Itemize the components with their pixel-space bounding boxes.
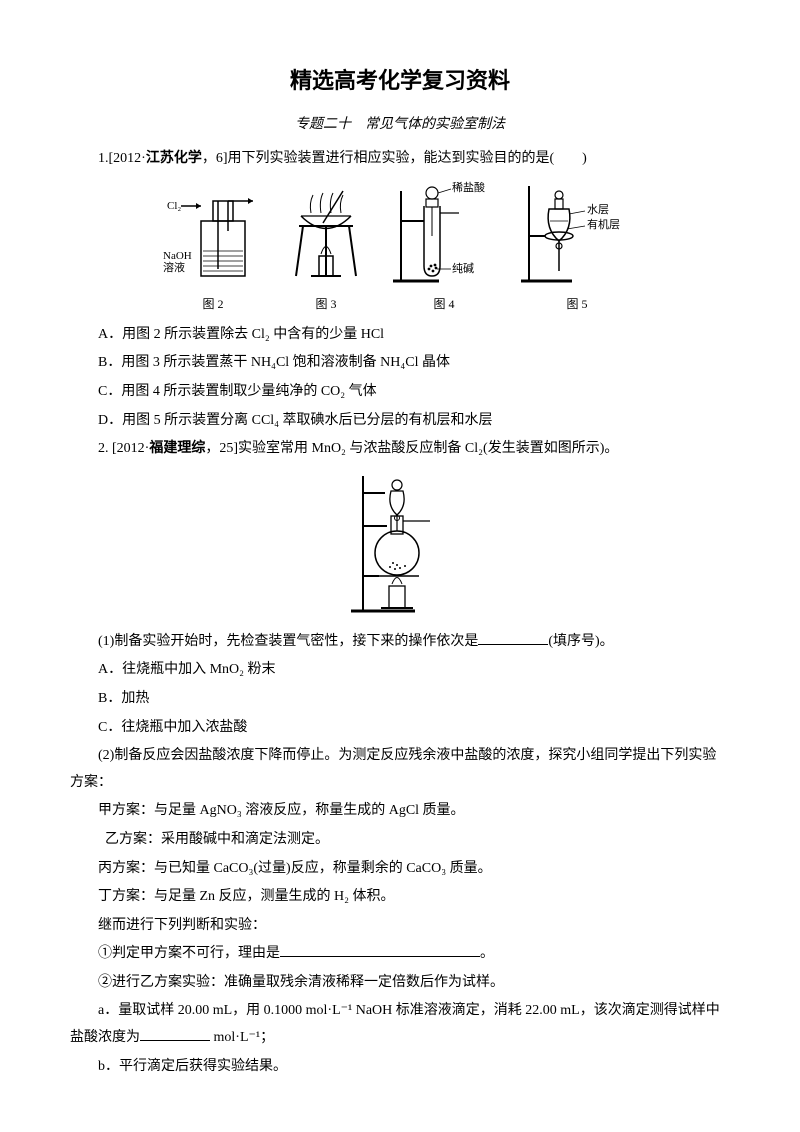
q2-cont: 继而进行下列判断和实验：	[70, 913, 730, 940]
q2-stem: 2. [2012·福建理综，25]实验室常用 MnO₂ 与浓盐酸反应制备 Cl₂…	[70, 436, 730, 463]
fig5-caption: 图 5	[566, 293, 587, 316]
q2-bing: 丙方案：与已知量 CaCO₃(过量)反应，称量剩余的 CaCO₃ 质量。	[70, 856, 730, 883]
q2-stem-post: ，25]实验室常用 MnO₂ 与浓盐酸反应制备 Cl₂(发生装置如图所示)。	[205, 441, 618, 456]
q1-stem: 1.[2012·江苏化学，6]用下列实验装置进行相应实验，能达到实验目的的是( …	[70, 146, 730, 173]
fig2-naoh-2: 溶液	[163, 260, 185, 274]
q2-p1-pre: (1)制备实验开始时，先检查装置气密性，接下来的操作依次是	[98, 634, 478, 649]
fig5-org-label: 有机层	[587, 217, 620, 231]
q2-pB: B．加热	[70, 686, 730, 713]
q2-p1-post: (填序号)。	[548, 634, 613, 649]
q2-figure	[70, 471, 730, 621]
q1-figures: Cl₂ NaOH 溶液 图 2	[70, 181, 730, 316]
figure-4: 稀盐酸 纯碱 图 4	[389, 181, 499, 316]
q1-optB: B．用图 3 所示装置蒸干 NH₄Cl 饱和溶液制备 NH₄Cl 晶体	[70, 350, 730, 377]
q2-jia: 甲方案：与足量 AgNO₃ 溶液反应，称量生成的 AgCl 质量。	[70, 798, 730, 825]
fig4-hcl-label: 稀盐酸	[452, 181, 485, 194]
fig2-naoh-1: NaOH	[163, 250, 192, 262]
q1-optA: A．用图 2 所示装置除去 Cl₂ 中含有的少量 HCl	[70, 322, 730, 349]
q2-stem-bold: 福建理综	[149, 441, 205, 456]
fig4-soda-label: 纯碱	[452, 262, 474, 275]
fig5-water-label: 水层	[587, 203, 609, 216]
q1-optD: D．用图 5 所示装置分离 CCl₄ 萃取碘水后已分层的有机层和水层	[70, 408, 730, 435]
figure-3: 图 3	[281, 181, 371, 316]
fig4-caption: 图 4	[433, 293, 454, 316]
blank-conc	[140, 1026, 210, 1041]
q1-stem-bold: 江苏化学	[146, 151, 202, 166]
q2-pA: A．往烧瓶中加入 MnO₂ 粉末	[70, 657, 730, 684]
fig2-caption: 图 2	[202, 293, 223, 316]
q2-pC: C．往烧瓶中加入浓盐酸	[70, 715, 730, 742]
q2-i1: ①判定甲方案不可行，理由是 。	[70, 941, 730, 968]
fig3-caption: 图 3	[315, 293, 336, 316]
q2-a-post: mol·L⁻¹；	[210, 1030, 274, 1045]
q2-i2: ②进行乙方案实验：准确量取残余清液稀释一定倍数后作为试样。	[70, 970, 730, 997]
q2-i1-post: 。	[480, 946, 494, 961]
q1-stem-pre: 1.[2012·	[98, 151, 146, 166]
blank-reason	[280, 942, 480, 957]
q2-p2-text: (2)制备反应会因盐酸浓度下降而停止。为测定反应残余液中盐酸的浓度，探究小组同学…	[70, 748, 716, 790]
page-subtitle: 专题二十 常见气体的实验室制法	[70, 112, 730, 139]
figure-5: 水层 有机层 图 5	[517, 181, 637, 316]
q2-p2: (2)制备反应会因盐酸浓度下降而停止。为测定反应残余液中盐酸的浓度，探究小组同学…	[70, 743, 730, 796]
q1-stem-post: ，6]用下列实验装置进行相应实验，能达到实验目的的是( )	[202, 151, 587, 166]
q2-b: b．平行滴定后获得实验结果。	[70, 1054, 730, 1081]
q2-i1-pre: ①判定甲方案不可行，理由是	[98, 946, 280, 961]
q2-yi: 乙方案：采用酸碱中和滴定法测定。	[70, 827, 730, 854]
blank-sequence	[478, 629, 548, 644]
q2-a: a．量取试样 20.00 mL，用 0.1000 mol·L⁻¹ NaOH 标准…	[70, 998, 730, 1051]
fig2-cl2-label: Cl₂	[167, 200, 181, 212]
q1-optC: C．用图 4 所示装置制取少量纯净的 CO₂ 气体	[70, 379, 730, 406]
q2-p1: (1)制备实验开始时，先检查装置气密性，接下来的操作依次是 (填序号)。	[70, 629, 730, 656]
page-title: 精选高考化学复习资料	[70, 60, 730, 102]
figure-2: Cl₂ NaOH 溶液 图 2	[163, 181, 263, 316]
q2-stem-pre: 2. [2012·	[98, 441, 149, 456]
q2-ding: 丁方案：与足量 Zn 反应，测量生成的 H₂ 体积。	[70, 884, 730, 911]
